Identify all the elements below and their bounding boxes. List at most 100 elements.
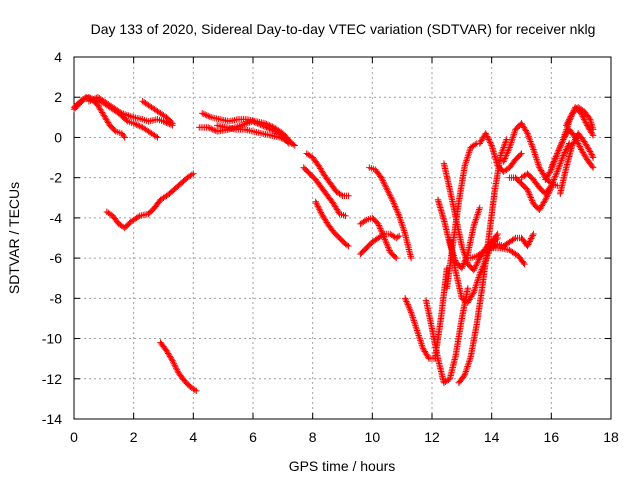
data-point-fill xyxy=(464,363,471,370)
data-point-fill xyxy=(361,217,369,225)
data-point-fill xyxy=(377,225,384,232)
data-point-fill xyxy=(485,136,492,143)
data-point xyxy=(458,242,466,250)
data-point-fill xyxy=(379,230,386,237)
data-point-fill xyxy=(550,176,558,183)
series-s32 xyxy=(563,104,597,133)
data-point-fill xyxy=(388,195,395,202)
data-point-fill xyxy=(343,241,351,249)
data-point-fill xyxy=(557,158,565,166)
data-point xyxy=(85,98,93,105)
data-point xyxy=(503,136,510,143)
data-point-fill xyxy=(586,146,593,154)
data-point-fill xyxy=(337,191,345,198)
data-point-fill xyxy=(486,137,493,145)
data-point-fill xyxy=(168,118,175,126)
data-point-fill xyxy=(385,189,392,196)
data-point-fill xyxy=(90,96,97,103)
data-point xyxy=(554,168,561,175)
data-point-fill xyxy=(549,161,556,168)
data-point-fill xyxy=(459,246,467,253)
data-point-fill xyxy=(169,358,177,366)
data-point-fill xyxy=(528,197,536,204)
data-point-fill xyxy=(282,136,290,144)
data-point xyxy=(381,234,388,242)
data-point-fill xyxy=(526,135,533,142)
data-point xyxy=(407,254,415,262)
data-point-fill xyxy=(173,366,181,373)
data-point-fill xyxy=(552,173,559,180)
data-point-fill xyxy=(387,192,394,199)
data-point-fill xyxy=(88,96,96,104)
data-point-fill xyxy=(404,301,412,308)
data-point-fill xyxy=(379,231,387,239)
data-point-fill xyxy=(465,360,472,367)
data-point-fill xyxy=(552,155,559,162)
data-point-fill xyxy=(117,109,124,116)
data-point-fill xyxy=(475,206,483,213)
data-point-fill xyxy=(206,124,213,132)
data-point-fill xyxy=(486,139,494,146)
data-point-fill xyxy=(392,204,400,212)
data-point xyxy=(530,230,537,238)
data-point-fill xyxy=(560,150,568,158)
data-point-fill xyxy=(559,137,566,145)
data-point-fill xyxy=(460,372,468,380)
data-point-fill xyxy=(572,134,580,142)
data-point-fill xyxy=(550,177,557,185)
data-point-fill xyxy=(463,157,470,164)
data-point-fill xyxy=(131,120,139,128)
data-point-fill xyxy=(563,144,571,152)
data-point-fill xyxy=(472,282,480,289)
data-point xyxy=(345,242,352,250)
data-point-fill xyxy=(528,141,535,148)
data-point xyxy=(548,164,555,171)
data-point-fill xyxy=(161,118,169,126)
plot-frame xyxy=(73,56,612,420)
data-point-fill xyxy=(465,149,473,156)
data-point-fill xyxy=(508,137,515,145)
data-point xyxy=(524,186,531,193)
data-point-fill xyxy=(582,119,589,126)
data-point-fill xyxy=(510,235,518,243)
data-point xyxy=(154,134,161,141)
data-point-fill xyxy=(463,364,471,372)
axis-ticks: 0 2 4 6 8 10 12 14 16 18 4 2 0 -2 -4 -6 -8 -10 -12 -14 xyxy=(42,49,619,445)
data-point xyxy=(470,266,477,274)
series-s22 xyxy=(455,136,510,386)
data-point-fill xyxy=(472,141,479,148)
data-point-fill xyxy=(260,122,267,130)
data-point xyxy=(542,196,549,203)
data-point-fill xyxy=(499,147,506,154)
data-point xyxy=(393,254,400,262)
data-point xyxy=(497,152,504,159)
data-point-fill xyxy=(510,131,518,138)
data-point-fill xyxy=(270,127,278,134)
data-point-fill xyxy=(558,157,565,164)
data-point-fill xyxy=(524,188,532,195)
data-point-fill xyxy=(566,116,573,123)
data-point-fill xyxy=(313,201,321,209)
data-point xyxy=(205,124,212,131)
data-point-fill xyxy=(589,152,596,160)
data-point-fill xyxy=(474,209,482,216)
data-point-fill xyxy=(405,302,412,310)
data-point-fill xyxy=(554,148,562,156)
data-point-fill xyxy=(565,141,572,149)
data-point-fill xyxy=(188,171,196,178)
data-point-fill xyxy=(502,153,509,161)
data-point-fill xyxy=(205,112,212,120)
data-point-fill xyxy=(380,178,387,186)
data-point xyxy=(267,126,275,133)
data-point-fill xyxy=(588,163,596,170)
data-point-fill xyxy=(570,139,577,146)
data-point xyxy=(476,204,483,212)
data-point-fill xyxy=(203,112,210,119)
series-s10 xyxy=(303,150,352,199)
data-point-fill xyxy=(459,263,466,270)
y-tick-label: -2 xyxy=(50,170,63,186)
data-point-fill xyxy=(530,147,538,155)
data-point-fill xyxy=(403,298,410,305)
data-point-fill xyxy=(555,165,562,172)
